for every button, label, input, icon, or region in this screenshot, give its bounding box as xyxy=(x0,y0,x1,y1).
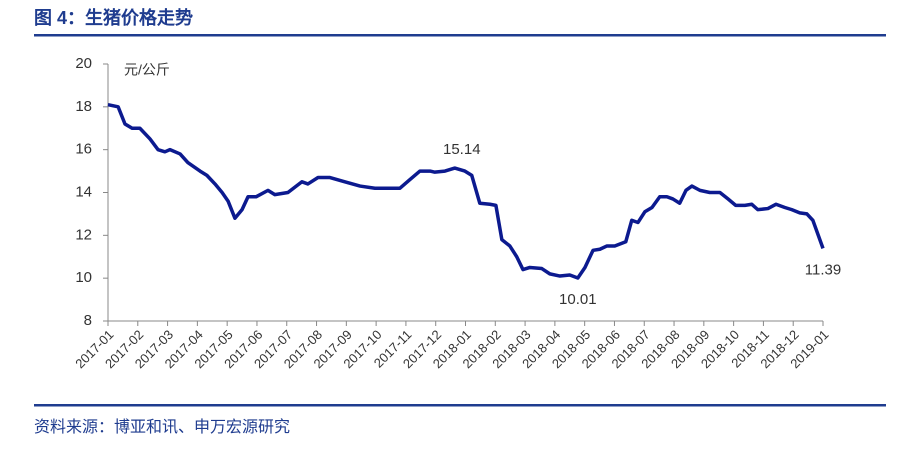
y-tick-label: 18 xyxy=(75,98,92,115)
y-tick-label: 12 xyxy=(75,226,92,243)
annotation: 15.14 xyxy=(443,141,481,158)
header-rule xyxy=(34,34,886,37)
y-tick-label: 10 xyxy=(75,269,92,286)
y-tick-label: 20 xyxy=(75,55,92,72)
chart-title: 图 4：生猪价格走势 xyxy=(34,7,193,28)
line-series xyxy=(107,102,825,280)
annotation: 10.01 xyxy=(559,291,597,308)
y-axis-label: 元/公斤 xyxy=(124,62,170,78)
annotation: 11.39 xyxy=(805,261,841,278)
y-tick-label: 16 xyxy=(75,141,92,158)
source: 资料来源：博亚和讯、申万宏源研究 xyxy=(34,418,290,436)
y-tick-label: 8 xyxy=(84,312,92,329)
y-tick-label: 14 xyxy=(75,183,92,200)
footer-rule xyxy=(34,404,886,407)
